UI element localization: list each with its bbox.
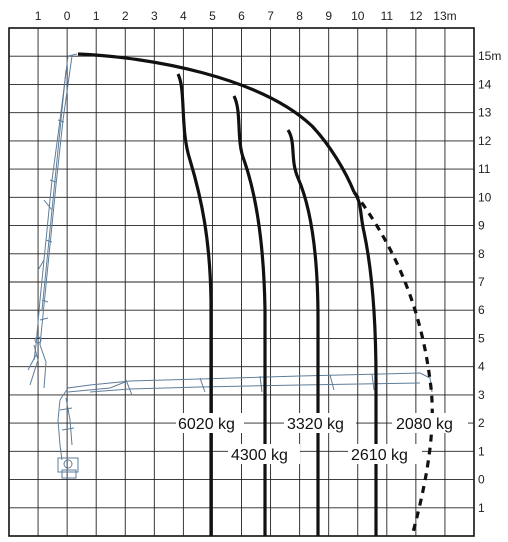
load-label-2610: 2610 kg bbox=[351, 447, 408, 464]
y-tick-label: 6 bbox=[478, 303, 485, 317]
x-tick-label: 1 bbox=[93, 9, 100, 23]
x-tick-label: 12 bbox=[409, 9, 423, 23]
y-tick-label: 5 bbox=[478, 331, 485, 345]
y-tick-label: 0 bbox=[478, 473, 485, 487]
x-tick-label: 1 bbox=[35, 9, 42, 23]
x-tick-label: 5 bbox=[209, 9, 216, 23]
y-tick-label: 9 bbox=[478, 219, 485, 233]
x-tick-label: 8 bbox=[296, 9, 303, 23]
lifting-envelope-solid bbox=[77, 52, 356, 193]
load-label-2080: 2080 kg bbox=[396, 416, 453, 433]
lifting-envelope-dashed bbox=[352, 191, 434, 537]
y-tick-label: 1 bbox=[478, 444, 485, 458]
load-curve-6020 bbox=[176, 73, 213, 536]
x-tick-label: 13m bbox=[433, 9, 456, 23]
y-tick-label: 4 bbox=[478, 360, 485, 374]
x-tick-label: 0 bbox=[64, 9, 71, 23]
y-tick-label: 10 bbox=[478, 190, 492, 204]
y-tick-label: 2 bbox=[478, 416, 485, 430]
label-bg-6020 bbox=[176, 413, 244, 433]
load-label-6020: 6020 kg bbox=[178, 416, 235, 433]
x-tick-label: 9 bbox=[325, 9, 332, 23]
x-tick-label: 4 bbox=[180, 9, 187, 23]
y-tick-label: 12 bbox=[478, 134, 492, 148]
y-tick-label: 14 bbox=[478, 77, 492, 91]
x-tick-label: 6 bbox=[238, 9, 245, 23]
load-curve-2610 bbox=[352, 191, 378, 536]
y-tick-label: 7 bbox=[478, 275, 485, 289]
x-tick-label: 11 bbox=[381, 9, 394, 23]
load-curve-4300 bbox=[232, 95, 267, 536]
y-tick-label: 1 bbox=[478, 501, 485, 515]
y-tick-label: 8 bbox=[478, 247, 485, 261]
load-label-4300: 4300 kg bbox=[231, 447, 288, 464]
load-curve-3320 bbox=[286, 129, 320, 536]
crane-horizontal-boom-illustration bbox=[57, 372, 433, 479]
crane-raised-boom-illustration bbox=[27, 53, 78, 389]
label-bg-3320 bbox=[284, 413, 356, 433]
label-bg-2610 bbox=[348, 444, 422, 464]
label-bg-2080 bbox=[392, 413, 468, 433]
x-tick-label: 3 bbox=[151, 9, 158, 23]
label-bg-4300 bbox=[228, 444, 300, 464]
y-tick-label: 11 bbox=[478, 162, 491, 176]
y-tick-label: 13 bbox=[478, 106, 492, 120]
load-label-3320: 3320 kg bbox=[287, 416, 344, 433]
x-tick-label: 10 bbox=[351, 9, 365, 23]
x-tick-label: 2 bbox=[122, 9, 129, 23]
y-tick-label: 3 bbox=[478, 388, 485, 402]
x-axis-ticks: 1 0 1 2 3 4 5 6 7 8 9 10 11 12 13m bbox=[35, 9, 457, 23]
x-tick-label: 7 bbox=[267, 9, 274, 23]
y-tick-label: 15m bbox=[478, 49, 501, 63]
